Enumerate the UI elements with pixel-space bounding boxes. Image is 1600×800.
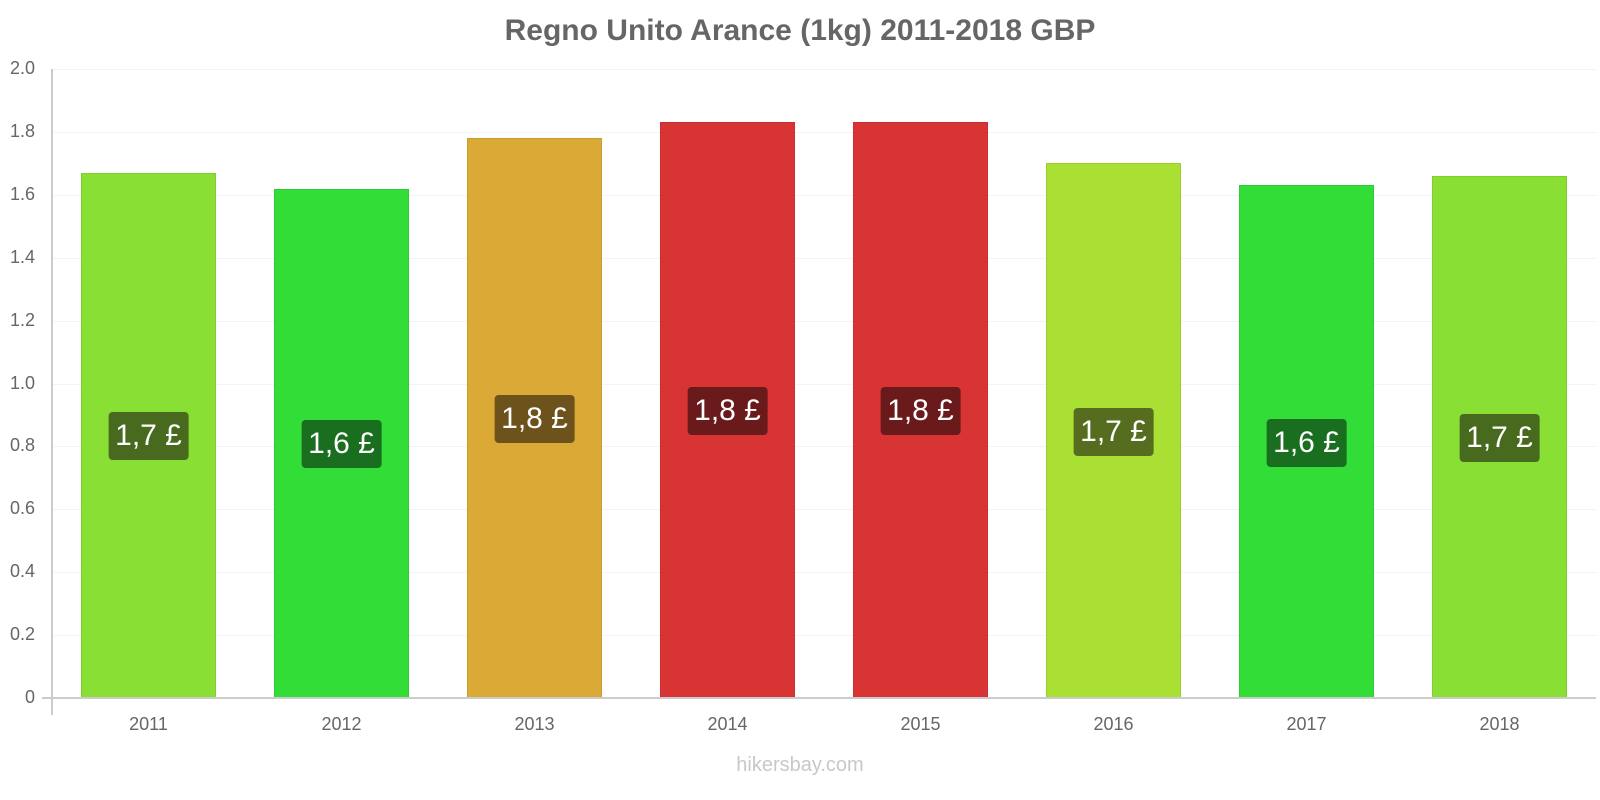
bar-2016[interactable]: 1,7 £ (1046, 163, 1181, 698)
y-tick-label: 1.8 (9, 120, 35, 141)
gridline (52, 383, 1596, 385)
bar-value-label: 1,8 £ (687, 387, 768, 436)
y-tick-label: 0.8 (9, 435, 35, 456)
bar-2011[interactable]: 1,7 £ (81, 172, 216, 698)
gridline (52, 509, 1596, 511)
bar-2013[interactable]: 1,8 £ (467, 138, 602, 698)
x-tick-label: 2018 (1479, 714, 1520, 734)
bar-value-label: 1,7 £ (108, 412, 189, 461)
chart-title: Regno Unito Arance (1kg) 2011-2018 GBP (504, 14, 1096, 47)
plot-area: 1,7 £ 1,6 £ 1,8 £ 1,8 £ 1,8 £ 1,7 £ 1,6 £ 1,7 £ (52, 69, 1596, 698)
gridline (52, 69, 1596, 70)
y-tick-label: 0.6 (9, 498, 35, 519)
bar-2017[interactable]: 1,6 £ (1239, 185, 1374, 698)
bar-2012[interactable]: 1,6 £ (274, 188, 409, 698)
gridline (52, 131, 1596, 133)
gridline (52, 572, 1596, 574)
bar-2014[interactable]: 1,8 £ (660, 122, 795, 698)
x-tick-label: 2012 (321, 714, 362, 734)
bar-value-label: 1,8 £ (494, 395, 575, 444)
bar-value-label: 1,7 £ (1073, 407, 1154, 456)
gridline (52, 257, 1596, 259)
x-tick-label: 2017 (1286, 714, 1327, 734)
x-tick-label: 2014 (707, 714, 748, 734)
y-tick-label: 1.4 (9, 246, 35, 267)
y-tick-label: 1.0 (9, 372, 35, 393)
gridline (52, 446, 1596, 448)
y-tick-label: 0.4 (9, 561, 35, 582)
y-axis-zero-tick (42, 697, 52, 699)
gridline (52, 635, 1596, 637)
y-tick-label: 2.0 (9, 58, 35, 78)
x-axis-line (51, 697, 1596, 699)
x-tick-label: 2016 (1093, 714, 1134, 734)
y-tick-label: 0 (24, 687, 35, 707)
y-tick-label: 1.2 (9, 309, 35, 330)
bar-2015[interactable]: 1,8 £ (853, 122, 988, 698)
y-axis-line (51, 69, 53, 715)
bar-value-label: 1,6 £ (1266, 418, 1347, 467)
y-tick-label: 1.6 (9, 183, 35, 204)
x-tick-label: 2013 (514, 714, 555, 734)
bar-value-label: 1,6 £ (301, 420, 382, 469)
bar-value-label: 1,8 £ (880, 387, 961, 436)
x-tick-label: 2015 (900, 714, 941, 734)
bar-2018[interactable]: 1,7 £ (1432, 175, 1567, 698)
bar-value-label: 1,7 £ (1459, 413, 1540, 462)
gridline (52, 194, 1596, 196)
x-tick-label: 2011 (129, 714, 168, 734)
gridline (52, 320, 1596, 322)
watermark: hikersbay.com (736, 754, 864, 776)
y-tick-label: 0.2 (9, 624, 35, 645)
